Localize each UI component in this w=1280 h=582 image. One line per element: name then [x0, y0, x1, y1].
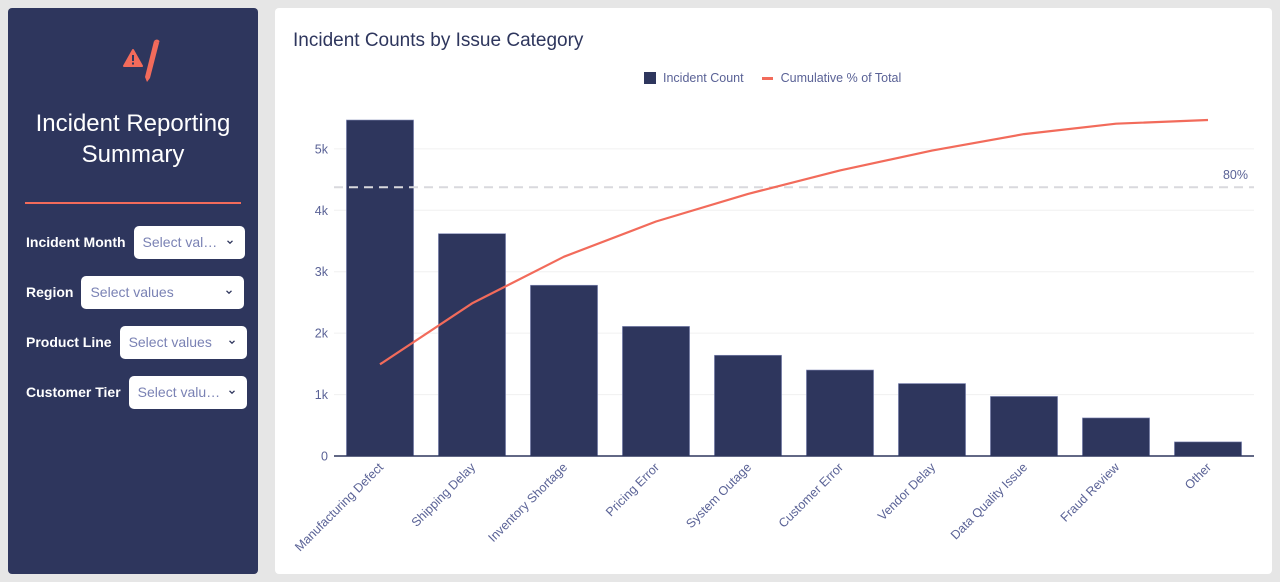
y-tick-label: 5k: [315, 142, 329, 156]
chevron-down-icon: [226, 240, 233, 245]
filter-label: Region: [26, 284, 74, 300]
legend-swatch-line: [761, 76, 773, 80]
region-select[interactable]: Select values: [81, 275, 245, 309]
y-tick-label: 2k: [315, 327, 329, 341]
x-tick-label: Customer Error: [776, 460, 846, 530]
warning-pencil-icon: [123, 39, 160, 82]
customer-tier-select[interactable]: Select values: [128, 375, 247, 409]
filter-customer-tier: Customer Tier Select values: [26, 375, 247, 409]
dashboard-title-line1: Incident Reporting: [35, 110, 231, 137]
bar[interactable]: [806, 369, 874, 457]
legend-label: Cumulative % of Total: [780, 71, 902, 85]
bar[interactable]: [1082, 417, 1150, 457]
bar[interactable]: [898, 383, 966, 457]
cumulative-line: [379, 118, 1209, 366]
chevron-down-icon: [226, 290, 233, 295]
legend-item-cumulative[interactable]: Cumulative % of Total: [761, 71, 902, 85]
filter-label: Incident Month: [26, 234, 126, 250]
bar[interactable]: [438, 233, 506, 457]
incident-month-select[interactable]: Select val…: [133, 225, 245, 259]
filter-label: Customer Tier: [26, 384, 121, 400]
chevron-down-icon: [228, 390, 235, 395]
y-tick-label: 0: [321, 450, 328, 464]
bar[interactable]: [346, 119, 414, 457]
select-placeholder: Select values: [90, 284, 174, 300]
chart-panel: 0 1k 2k 3k 4k 5k 80% Manufacturing Defect Shippi…: [275, 8, 1272, 574]
select-placeholder: Select val…: [142, 234, 218, 250]
x-tick-label: Data Quality Issue: [948, 460, 1030, 542]
legend-item-incident-count[interactable]: Incident Count: [644, 71, 744, 85]
sidebar: Incident Reporting Summary Incident Mont…: [8, 8, 258, 574]
x-tick-label: System Outage: [683, 460, 754, 531]
filter-region: Region Select values: [26, 275, 245, 309]
y-tick-label: 1k: [315, 388, 329, 402]
select-placeholder: Select values: [128, 334, 212, 350]
y-tick-label: 3k: [315, 265, 329, 279]
filter-label: Product Line: [26, 334, 112, 350]
bar[interactable]: [714, 354, 782, 457]
filter-incident-month: Incident Month Select val…: [26, 225, 245, 259]
chart-legend: Incident Count Cumulative % of Total: [644, 71, 919, 85]
chart-title: Incident Counts by Issue Category: [293, 30, 584, 51]
legend-swatch-bar: [644, 72, 656, 84]
chevron-down-icon: [228, 340, 235, 345]
dashboard-title: Incident Reporting Summary: [8, 108, 258, 170]
product-line-select[interactable]: Select values: [119, 325, 247, 359]
bar[interactable]: [990, 396, 1058, 457]
reference-line-label: 80%: [1223, 168, 1248, 182]
filter-product-line: Product Line Select values: [26, 325, 247, 359]
bar[interactable]: [1174, 441, 1242, 457]
x-tick-label: Inventory Shortage: [486, 460, 571, 545]
x-tick-label: Shipping Delay: [409, 460, 479, 530]
x-tick-label: Other: [1182, 460, 1214, 492]
legend-label: Incident Count: [663, 71, 744, 85]
bar[interactable]: [622, 326, 690, 457]
x-tick-label: Vendor Delay: [875, 460, 938, 523]
select-placeholder: Select values: [137, 384, 221, 400]
pareto-chart: 0 1k 2k 3k 4k 5k 80% Manufacturing Defect Shippi…: [292, 118, 1254, 554]
x-tick-label: Fraud Review: [1058, 460, 1123, 525]
bar[interactable]: [530, 284, 598, 457]
x-tick-label: Pricing Error: [603, 460, 662, 519]
dashboard-title-line2: Summary: [81, 141, 185, 168]
sidebar-divider: [25, 202, 241, 204]
y-tick-label: 4k: [315, 204, 329, 218]
x-tick-label: Manufacturing Defect: [292, 460, 386, 554]
